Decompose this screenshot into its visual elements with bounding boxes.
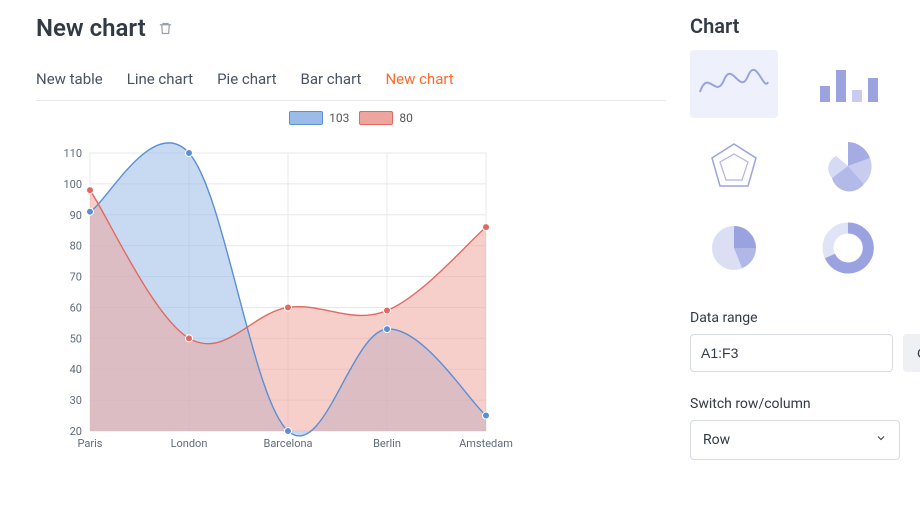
svg-text:100: 100 bbox=[63, 178, 82, 191]
tab-new-chart[interactable]: New chart bbox=[385, 64, 453, 100]
svg-text:Paris: Paris bbox=[78, 437, 103, 450]
tabs: New table Line chart Pie chart Bar chart… bbox=[36, 64, 666, 101]
chart-canvas: 2030405060708090100110ParisLondonBarcelo… bbox=[36, 127, 556, 457]
svg-text:London: London bbox=[171, 437, 208, 450]
legend-label-1: 80 bbox=[399, 111, 413, 125]
legend-item-1[interactable]: 80 bbox=[359, 111, 413, 125]
tab-new-table[interactable]: New table bbox=[36, 64, 103, 100]
legend-item-0[interactable]: 103 bbox=[289, 111, 349, 125]
tab-bar-chart[interactable]: Bar chart bbox=[301, 64, 362, 100]
legend-label-0: 103 bbox=[329, 111, 349, 125]
chart-area: 103 80 2030405060708090100110ParisLondon… bbox=[36, 111, 666, 461]
chart-type-grid bbox=[690, 50, 900, 282]
svg-text:80: 80 bbox=[70, 240, 82, 253]
chevron-down-icon bbox=[875, 432, 887, 448]
switch-label: Switch row/column bbox=[690, 396, 900, 412]
chart-type-spline[interactable] bbox=[690, 50, 778, 118]
sidebar-heading: Chart bbox=[690, 14, 900, 38]
chart-legend: 103 80 bbox=[36, 111, 666, 125]
svg-text:90: 90 bbox=[70, 209, 82, 222]
chart-type-pie[interactable] bbox=[690, 214, 778, 282]
chart-type-donut[interactable] bbox=[804, 214, 892, 282]
chart-type-polar[interactable] bbox=[804, 132, 892, 200]
data-range-label: Data range bbox=[690, 310, 900, 326]
svg-text:30: 30 bbox=[70, 394, 82, 407]
svg-text:70: 70 bbox=[70, 271, 82, 284]
svg-text:40: 40 bbox=[70, 363, 82, 376]
tab-line-chart[interactable]: Line chart bbox=[127, 64, 193, 100]
data-range-input[interactable] bbox=[690, 334, 893, 372]
chart-type-bar[interactable] bbox=[804, 50, 892, 118]
chart-type-radar[interactable] bbox=[690, 132, 778, 200]
svg-text:Amstedam: Amstedam bbox=[459, 437, 513, 450]
switch-select[interactable]: Row bbox=[690, 420, 900, 460]
svg-text:Berlin: Berlin bbox=[373, 437, 401, 450]
svg-text:50: 50 bbox=[70, 332, 82, 345]
tab-pie-chart[interactable]: Pie chart bbox=[217, 64, 276, 100]
page-title: New chart bbox=[36, 14, 146, 42]
change-button[interactable]: Change bbox=[903, 334, 920, 372]
svg-text:60: 60 bbox=[70, 301, 82, 314]
switch-value: Row bbox=[703, 432, 730, 448]
svg-text:110: 110 bbox=[63, 147, 82, 160]
svg-text:Barcelona: Barcelona bbox=[263, 437, 312, 450]
trash-icon[interactable] bbox=[158, 21, 173, 36]
